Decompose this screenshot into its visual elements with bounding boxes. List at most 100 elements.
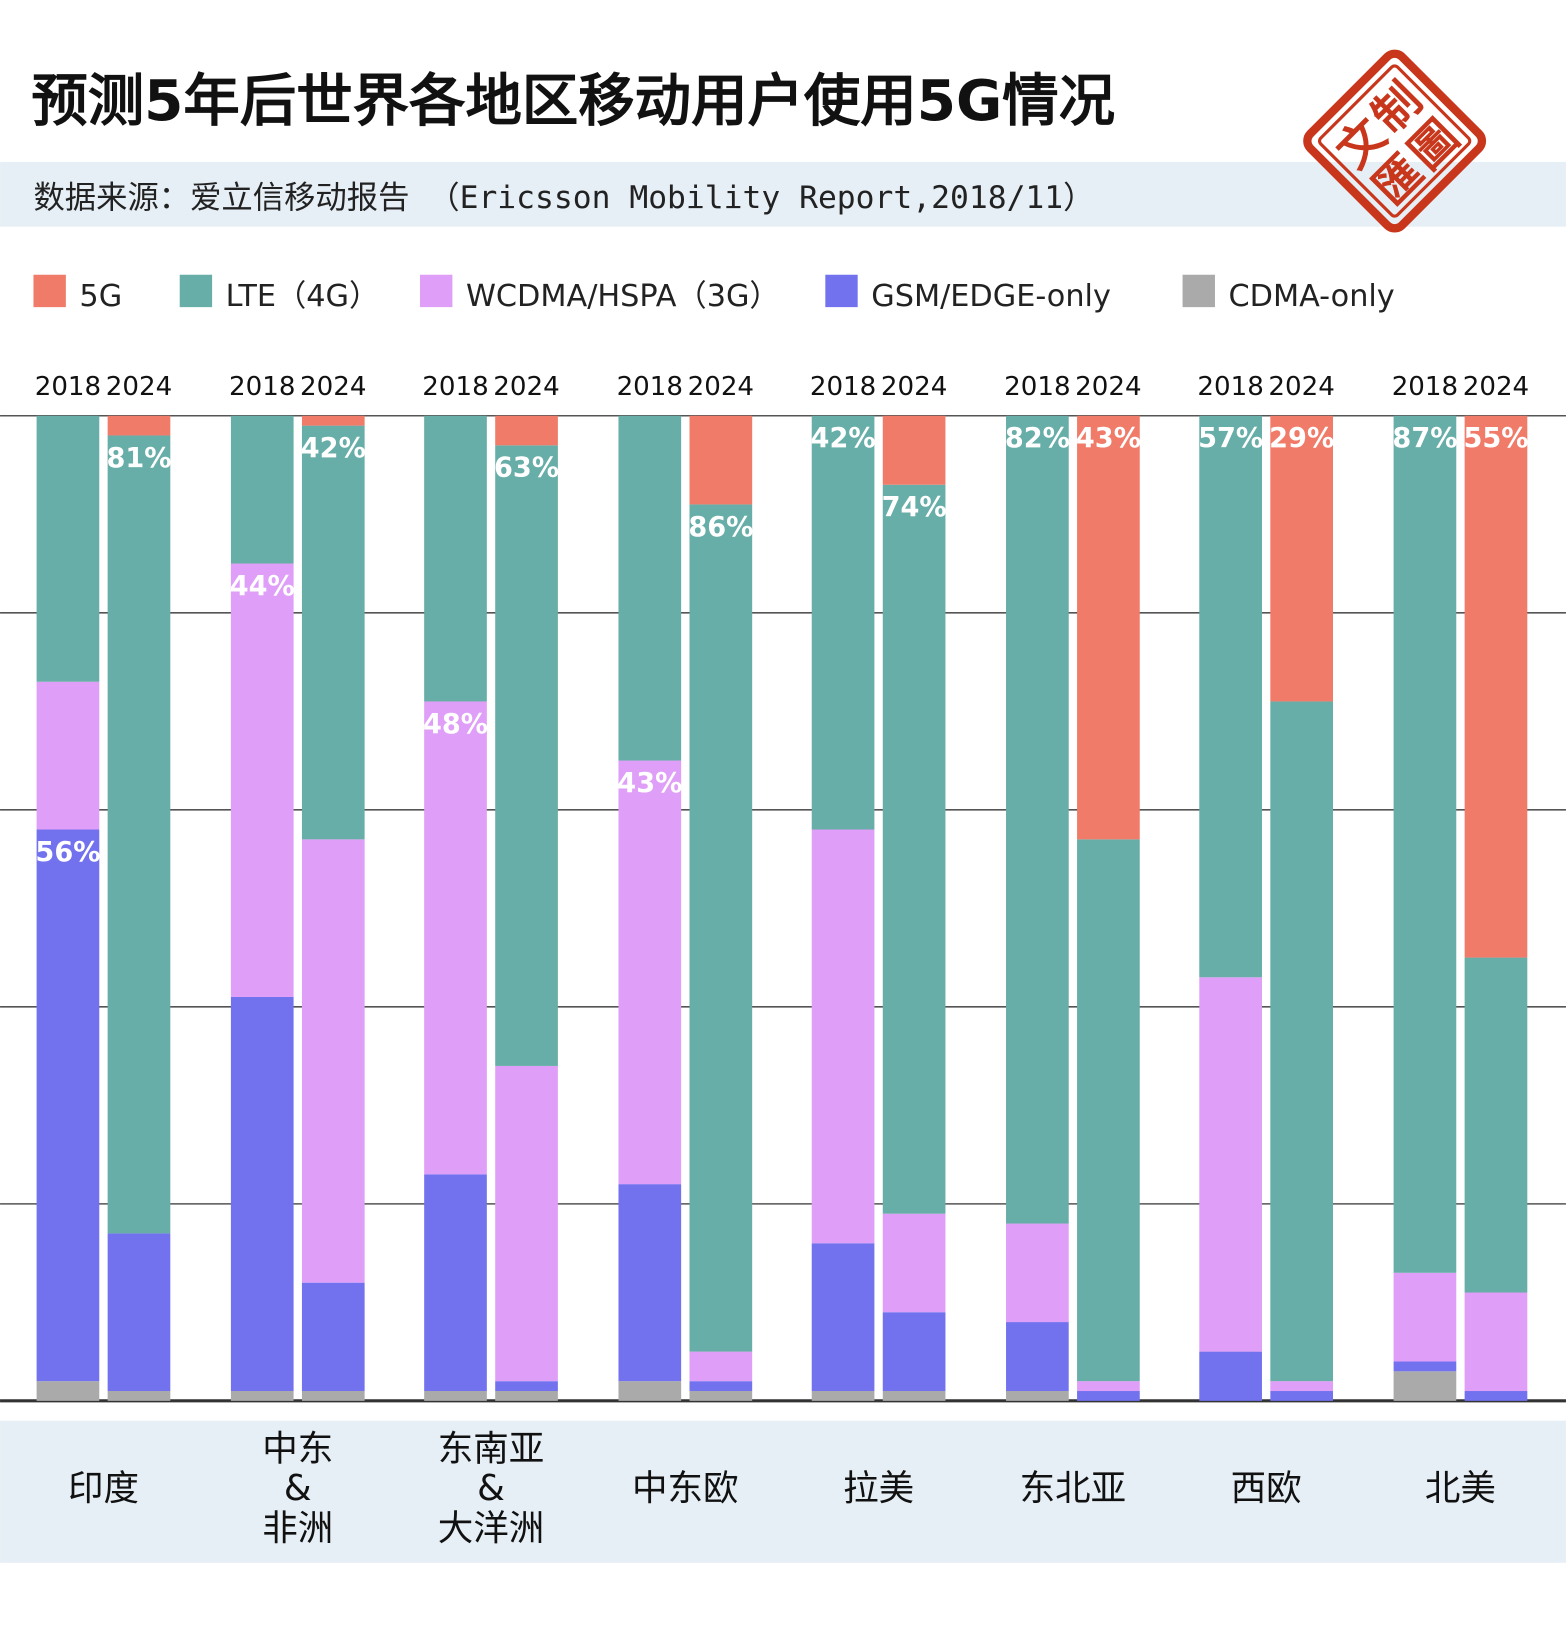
data-label: 48% (423, 709, 488, 740)
region-label: & (477, 1468, 505, 1509)
bar-segment (107, 1391, 171, 1401)
bar-segment (811, 1243, 875, 1392)
legend-label: LTE（4G） (226, 279, 380, 314)
bar-segment (811, 415, 875, 830)
data-label: 56% (35, 837, 100, 868)
bar-segment (689, 504, 753, 1352)
bar-segment (424, 1174, 487, 1392)
bar-segment (36, 829, 100, 1382)
region-label: 中东 (262, 1428, 333, 1469)
bar-segment (230, 563, 294, 997)
bar-segment (301, 1391, 365, 1401)
bar-segment (107, 435, 171, 1234)
data-label: 86% (688, 512, 753, 543)
bar-segment (1270, 1381, 1334, 1392)
data-label: 55% (1463, 423, 1528, 454)
data-label: 63% (494, 453, 559, 484)
year-label: 2024 (493, 372, 559, 402)
year-label: 2024 (1268, 372, 1334, 402)
region-label: 北美 (1425, 1468, 1496, 1509)
year-label: 2024 (1075, 372, 1141, 402)
bar-segment (301, 1282, 365, 1392)
bar-segment (495, 415, 558, 446)
year-label: 2018 (229, 372, 295, 402)
year-label: 2018 (810, 372, 876, 402)
bar-segment (1006, 1223, 1069, 1323)
bar-segment (36, 415, 100, 682)
region-label: & (284, 1468, 312, 1509)
bar-segment (1077, 1391, 1140, 1401)
legend-swatch (179, 274, 213, 308)
region-band (0, 1420, 1566, 1563)
data-label: 43% (617, 768, 682, 799)
year-label: 2018 (422, 372, 488, 402)
bar-segment (811, 1391, 875, 1401)
data-label: 87% (1392, 423, 1457, 454)
bar-segment (301, 839, 365, 1283)
bar-segment (424, 701, 487, 1175)
bar-segment (689, 1391, 753, 1401)
data-label: 29% (1269, 423, 1334, 454)
bar-segment (107, 1233, 171, 1392)
bar-segment (107, 415, 171, 436)
bar-segment (882, 415, 946, 485)
region-label: 东北亚 (1020, 1468, 1127, 1509)
bar-segment (301, 415, 365, 426)
bar-segment (1393, 1371, 1457, 1401)
bar-segment (882, 484, 946, 1214)
region-label: 东南亚 (438, 1428, 545, 1469)
bar-segment (1199, 977, 1262, 1352)
data-label: 42% (301, 433, 366, 464)
region-label: 中东欧 (632, 1468, 739, 1509)
bar-segment (495, 1381, 558, 1392)
bar-segment (301, 425, 365, 840)
bar-segment (1393, 415, 1457, 1273)
region-label: 非洲 (262, 1508, 333, 1549)
data-label: 44% (230, 571, 295, 602)
bar-segment (230, 996, 294, 1392)
bars (36, 415, 1528, 1401)
bar-segment (1464, 1391, 1528, 1401)
bar-segment (1077, 415, 1140, 840)
legend-swatch (1182, 274, 1215, 308)
legend-label: WCDMA/HSPA（3G） (466, 279, 780, 314)
year-label: 2024 (106, 372, 172, 402)
bar-segment (882, 1391, 946, 1401)
data-label: 82% (1005, 423, 1070, 454)
region-label: 拉美 (843, 1468, 914, 1509)
chart-subtitle: 数据来源：爱立信移动报告 （Ericsson Mobility Report,2… (33, 180, 1094, 216)
bar-segment (1464, 957, 1528, 1293)
bar-segment (618, 1184, 682, 1382)
bar-segment (618, 760, 682, 1185)
labels: 201856%202481%印度201844%202442%中东&非洲20184… (35, 372, 1529, 1549)
bar-segment (1199, 415, 1262, 978)
legend-swatch (419, 274, 453, 308)
bar-segment (618, 1381, 682, 1401)
region-label: 印度 (68, 1468, 139, 1509)
bar-segment (1006, 1322, 1069, 1392)
year-label: 2018 (617, 372, 683, 402)
bar-segment (1393, 1272, 1457, 1362)
legend-swatch (33, 274, 66, 308)
data-label: 43% (1076, 423, 1141, 454)
bar-segment (882, 1312, 946, 1392)
legend-label: CDMA-only (1229, 279, 1395, 314)
subtitle-band (0, 161, 1566, 227)
legend-swatch (825, 274, 858, 308)
bar-segment (495, 1065, 558, 1382)
legend-label: GSM/EDGE-only (871, 279, 1111, 314)
bar-segment (811, 829, 875, 1244)
bar-segment (1077, 1381, 1140, 1392)
data-label: 81% (106, 443, 171, 474)
bar-segment (1464, 415, 1528, 958)
year-label: 2018 (35, 372, 101, 402)
data-label: 74% (882, 492, 947, 523)
bar-segment (689, 415, 753, 505)
year-label: 2024 (1463, 372, 1529, 402)
bar-segment (1270, 415, 1334, 702)
bar-segment (495, 1391, 558, 1401)
legend-label: 5G (79, 279, 122, 314)
bar-segment (689, 1351, 753, 1382)
region-label: 大洋洲 (438, 1508, 545, 1549)
year-label: 2024 (881, 372, 947, 402)
